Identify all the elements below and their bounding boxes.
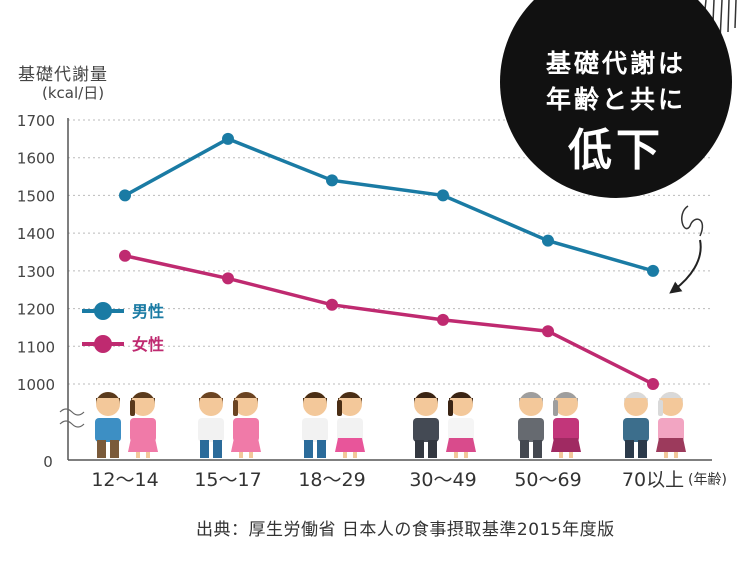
people-illustrations <box>95 392 686 458</box>
person-female-icon <box>551 392 581 458</box>
data-point <box>542 325 554 338</box>
legend-label-male: 男性 <box>132 302 164 321</box>
legend-marker-female <box>94 335 112 353</box>
x-tick-label: 50〜69 <box>514 469 581 491</box>
y-tick-label: 1400 <box>17 225 55 243</box>
y-tick-label: 0 <box>43 453 53 471</box>
person-male-icon <box>623 392 649 458</box>
person-female-icon <box>446 392 476 458</box>
badge-line-2: 年齢と共に <box>545 85 686 114</box>
y-tick-label: 1000 <box>17 376 55 394</box>
legend-label-female: 女性 <box>132 335 164 354</box>
down-arrow-icon <box>669 239 702 294</box>
data-point <box>647 378 659 390</box>
y-tick-label: 1200 <box>17 301 55 319</box>
x-axis-unit: (年齢) <box>688 472 727 488</box>
data-point <box>542 234 554 247</box>
legend: 男性 女性 <box>82 302 164 354</box>
y-tick-labels: 1700 1600 1500 1400 1300 1200 1100 1000 <box>17 112 55 394</box>
data-point <box>326 174 338 187</box>
x-tick-label: 30〜49 <box>409 469 476 491</box>
headline-badge: 基礎代謝は 年齢と共に 低下 <box>500 0 732 198</box>
axis-break-icon <box>59 408 85 428</box>
x-tick-label: 15〜17 <box>194 469 261 491</box>
badge-line-3: 低下 <box>568 125 664 176</box>
data-point <box>119 189 131 202</box>
y-tick-label: 1500 <box>17 187 55 205</box>
person-male-icon <box>198 392 224 458</box>
y-tick-label: 1300 <box>17 263 55 281</box>
x-tick-labels: 12〜14 15〜17 18〜29 30〜49 50〜69 70以上 <box>91 469 684 491</box>
person-female-icon <box>656 392 686 458</box>
person-female-icon <box>231 392 261 458</box>
person-male-icon <box>95 392 121 458</box>
person-female-icon <box>128 392 158 458</box>
series-line-male <box>124 136 654 273</box>
axes <box>59 118 712 461</box>
y-tick-label: 1600 <box>17 150 55 168</box>
data-point <box>437 189 449 202</box>
y-axis-title: 基礎代謝量 <box>18 65 108 85</box>
y-axis-unit: (kcal/日) <box>42 84 105 102</box>
series-line-female <box>124 254 654 386</box>
person-male-icon <box>302 392 328 458</box>
x-tick-label: 18〜29 <box>298 469 365 491</box>
data-point <box>437 313 449 326</box>
series <box>119 132 659 390</box>
x-tick-label: 70以上 <box>622 469 684 491</box>
y-tick-label: 1100 <box>17 338 55 356</box>
data-point <box>647 264 659 277</box>
source-note: 出典：厚生労働省 日本人の食事摂取基準2015年度版 <box>196 520 615 540</box>
data-point <box>222 272 234 285</box>
person-male-icon <box>413 392 439 458</box>
badge-line-1: 基礎代謝は <box>545 49 686 78</box>
person-male-icon <box>518 392 544 458</box>
data-point <box>119 249 131 262</box>
data-point <box>326 298 338 311</box>
x-tick-label: 12〜14 <box>91 469 158 491</box>
legend-marker-male <box>94 302 112 320</box>
data-point <box>222 132 234 145</box>
y-tick-label: 1700 <box>17 112 55 130</box>
person-female-icon <box>335 392 365 458</box>
